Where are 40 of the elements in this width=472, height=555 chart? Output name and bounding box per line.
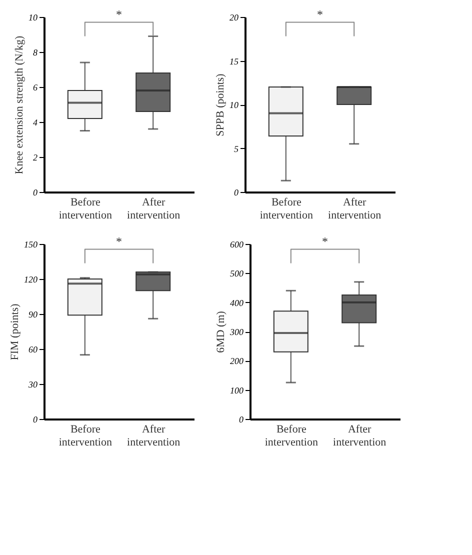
- y-tick-label: 4: [33, 118, 38, 128]
- annotation: *: [322, 234, 328, 248]
- annotation: *: [116, 7, 122, 22]
- annotation: *: [116, 234, 122, 248]
- y-axis-title: SPPB (points): [214, 73, 226, 136]
- y-tick-label: 10: [28, 12, 38, 22]
- y-tick-label: 400: [230, 298, 244, 308]
- y-tick-label: 150: [24, 240, 38, 250]
- y-tick-label: 6: [33, 82, 38, 92]
- y-tick-label: 100: [230, 385, 244, 396]
- y-tick-label: 10: [230, 100, 239, 110]
- y-tick-label: 0: [234, 188, 239, 198]
- y-axis-title: 6MD (m): [215, 310, 227, 353]
- y-tick-label: 60: [28, 344, 38, 354]
- y-axis-title: FIM (points): [9, 303, 21, 360]
- x-tick-label: Before intervention: [264, 424, 318, 448]
- annotation: *: [317, 7, 323, 22]
- x-tick-label: Before intervention: [260, 196, 314, 222]
- y-tick-label: 15: [230, 56, 239, 66]
- y-axis-title: Knee extension strength (N/kg): [14, 35, 26, 174]
- y-tick-label: 200: [230, 356, 244, 366]
- y-tick-label: 2: [33, 152, 38, 162]
- y-tick-label: 8: [33, 48, 38, 58]
- y-tick-label: 600: [230, 240, 244, 250]
- y-tick-label: 120: [24, 274, 38, 284]
- x-tick-label: After intervention: [333, 424, 387, 448]
- y-tick-label: 90: [28, 310, 38, 320]
- x-tick-label: After intervention: [328, 196, 382, 222]
- y-tick-label: 0: [239, 414, 244, 424]
- y-tick-label: 300: [229, 327, 244, 337]
- x-tick-label: Before intervention: [58, 424, 112, 448]
- x-tick-label: Before intervention: [58, 196, 112, 222]
- y-tick-label: 0: [33, 414, 38, 424]
- y-tick-label: 20: [230, 12, 239, 22]
- y-tick-label: 30: [28, 380, 38, 390]
- x-tick-label: After intervention: [127, 424, 181, 448]
- y-tick-label: 500: [230, 268, 244, 279]
- y-tick-label: 0: [33, 188, 38, 198]
- x-tick-label: After intervention: [127, 196, 181, 222]
- y-tick-label: 5: [234, 144, 239, 154]
